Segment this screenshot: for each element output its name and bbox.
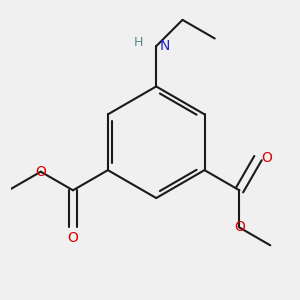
Text: H: H (134, 36, 143, 49)
Text: O: O (68, 231, 78, 244)
Text: N: N (160, 39, 170, 53)
Text: O: O (261, 151, 272, 165)
Text: O: O (35, 165, 46, 179)
Text: O: O (234, 220, 245, 235)
